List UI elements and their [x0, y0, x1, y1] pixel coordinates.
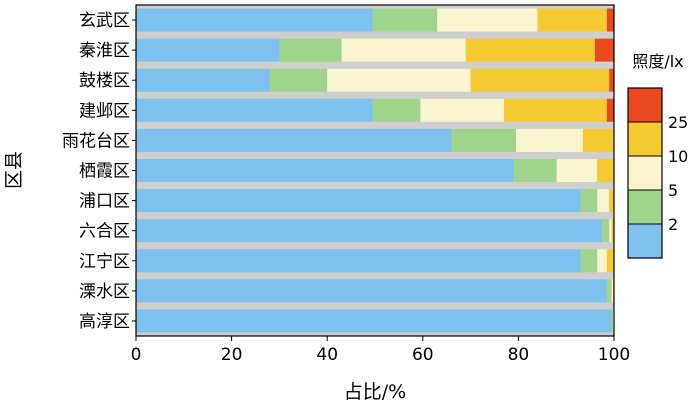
legend-title: 照度/lx: [632, 52, 683, 71]
x-tick-label: 80: [508, 345, 530, 365]
bar-segment: [372, 98, 421, 122]
y-tick-label: 江宁区: [79, 252, 130, 272]
bar-segment: [582, 128, 614, 152]
legend-swatch: [627, 121, 663, 157]
x-axis-label: 占比/%: [344, 381, 406, 403]
y-tick-label: 浦口区: [79, 192, 130, 212]
bar-segment: [451, 128, 517, 152]
bar-segment: [279, 38, 342, 62]
bar-segment: [341, 38, 466, 62]
y-tick-label: 溧水区: [79, 282, 130, 302]
bar-segment: [136, 159, 514, 182]
bar-segment: [136, 249, 581, 273]
legend-label: 2: [668, 215, 678, 234]
bar-segment: [465, 38, 595, 62]
bar-segment: [537, 8, 607, 32]
bar-segment: [609, 189, 614, 213]
bar-segment: [597, 249, 607, 273]
y-tick-label: 建邺区: [79, 101, 130, 121]
bar-segment: [580, 189, 598, 213]
y-axis-label: 区县: [3, 151, 25, 189]
bar-segment: [437, 8, 538, 32]
bar-segment: [606, 98, 614, 122]
bar-segment: [327, 68, 471, 92]
bar-segment: [136, 189, 581, 213]
bar-segment: [606, 279, 612, 303]
bar-segment: [136, 38, 280, 62]
bar-segment: [594, 38, 614, 62]
y-tick-label: 六合区: [79, 222, 130, 242]
plot-area: [135, 4, 615, 337]
y-tick-label: 高淳区: [79, 312, 130, 332]
bar-segment: [611, 219, 614, 243]
bar-segment: [606, 249, 614, 273]
bar-segment: [513, 159, 557, 182]
legend-label: 10: [668, 147, 688, 166]
bar-segment: [136, 279, 607, 303]
legend-swatch: [627, 223, 663, 259]
bar-segment: [269, 68, 328, 92]
bar-segment: [516, 128, 583, 152]
legend-frame: [627, 87, 663, 259]
y-tick-label: 玄武区: [79, 11, 130, 31]
bar-segment: [597, 159, 614, 182]
bar-segment: [606, 8, 614, 32]
bar-segment: [609, 68, 614, 92]
x-tick-label: 40: [316, 345, 338, 365]
legend-swatch: [627, 87, 663, 123]
bar-segment: [609, 219, 612, 243]
x-tick-labels: 0 20 40 60 80 100: [131, 336, 630, 365]
bar-segment: [136, 219, 603, 243]
bar-segment: [136, 98, 373, 122]
bar-segment: [556, 159, 598, 182]
legend-swatch: [627, 189, 663, 225]
legend-swatch: [627, 155, 663, 191]
y-tick-label: 秦淮区: [79, 41, 130, 61]
bar-segment: [580, 249, 598, 273]
bar-segment: [136, 68, 270, 92]
bar-segment: [470, 68, 610, 92]
x-tick-label: 20: [221, 345, 243, 365]
bar-segment: [611, 279, 614, 303]
bar-segment: [611, 309, 614, 333]
legend: 照度/lx 25 10 5 2: [627, 52, 688, 259]
y-tick-label: 雨花台区: [62, 131, 130, 151]
bar-segment: [420, 98, 505, 122]
x-tick-label: 60: [412, 345, 434, 365]
bar-segment: [136, 309, 612, 333]
y-tick-label: 栖霞区: [79, 162, 130, 182]
x-tick-label: 100: [598, 345, 630, 365]
legend-label: 25: [668, 113, 688, 132]
bar-segment: [597, 189, 610, 213]
bar-segment: [136, 8, 373, 32]
y-tick-label: 鼓楼区: [79, 71, 130, 91]
bar-segment: [136, 128, 452, 152]
legend-label: 5: [668, 181, 678, 200]
bar-segment: [602, 219, 610, 243]
x-tick-label: 0: [131, 345, 142, 365]
bar-segment: [372, 8, 438, 32]
bar-segment: [504, 98, 607, 122]
